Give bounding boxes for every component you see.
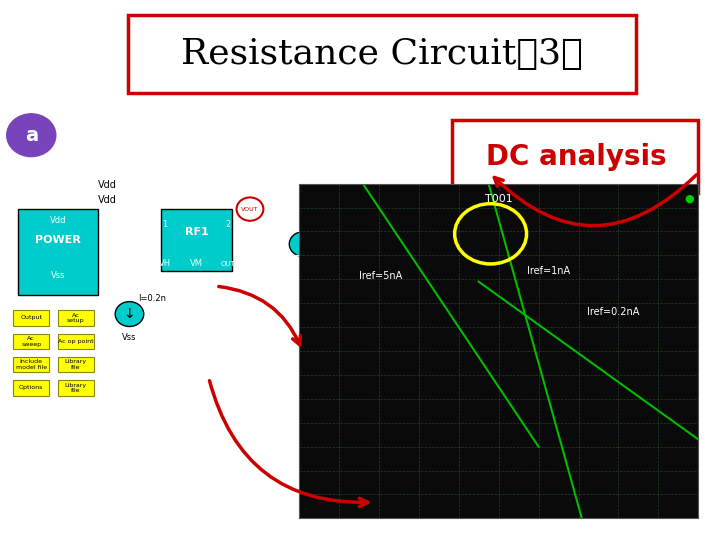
FancyBboxPatch shape [58,380,94,396]
FancyBboxPatch shape [14,310,49,326]
Text: Include
model file: Include model file [16,359,47,370]
Text: I=0.2n: I=0.2n [138,294,166,303]
FancyBboxPatch shape [127,15,636,93]
Text: Vss: Vss [51,271,66,280]
Text: 2: 2 [225,220,230,229]
Text: Vss: Vss [122,333,137,342]
Text: OUT: OUT [220,260,235,267]
Text: ↓: ↓ [124,307,135,321]
Text: Iref=5nA: Iref=5nA [359,271,402,281]
Text: Vdd: Vdd [98,180,117,190]
FancyBboxPatch shape [18,209,98,295]
Circle shape [289,232,318,256]
FancyBboxPatch shape [58,334,94,349]
Text: Library
file: Library file [65,359,87,370]
Text: I=0nA: I=0nA [339,232,365,241]
FancyBboxPatch shape [14,380,49,396]
Text: Output: Output [20,315,42,320]
Text: T001: T001 [485,194,513,204]
Text: Resistance Circuit（3）: Resistance Circuit（3） [181,37,582,71]
FancyBboxPatch shape [14,357,49,373]
FancyArrowPatch shape [210,381,368,507]
Text: Options: Options [19,386,43,390]
Text: RF1: RF1 [184,227,208,238]
Text: Ac
setup: Ac setup [67,313,85,323]
Text: VM: VM [190,259,203,268]
Text: DC analysis: DC analysis [486,143,666,171]
FancyArrowPatch shape [219,287,300,345]
FancyBboxPatch shape [451,120,698,193]
Text: Ac
sweep: Ac sweep [21,336,41,347]
Text: a: a [24,126,38,145]
Text: ↓: ↓ [298,237,310,251]
Circle shape [115,302,144,327]
Text: POWER: POWER [35,235,81,245]
FancyArrowPatch shape [495,175,696,226]
Text: Ac op point: Ac op point [58,339,94,344]
Text: Iref=1nA: Iref=1nA [526,266,570,276]
Text: Vdd: Vdd [98,195,117,205]
Text: VH: VH [159,259,171,268]
FancyBboxPatch shape [58,310,94,326]
Circle shape [6,114,56,157]
Text: Library
file: Library file [65,382,87,393]
FancyBboxPatch shape [14,334,49,349]
Text: Iref=0.2nA: Iref=0.2nA [587,307,639,317]
Y-axis label: Voltage (mV): Voltage (mV) [256,315,266,387]
FancyBboxPatch shape [58,357,94,373]
Text: VOUT: VOUT [241,207,258,212]
Text: ●: ● [685,194,694,204]
Text: Vdd: Vdd [50,216,66,225]
FancyBboxPatch shape [161,209,232,271]
Text: 1: 1 [163,220,168,229]
